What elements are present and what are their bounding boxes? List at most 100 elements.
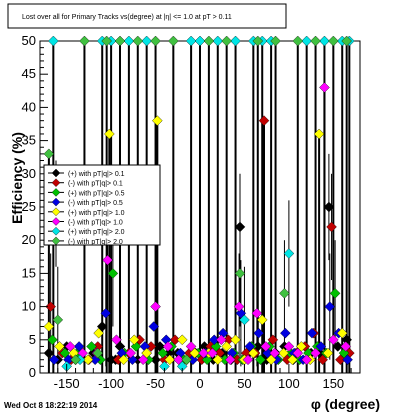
data-point-series-7 — [319, 35, 330, 47]
y-tick-label: 35 — [22, 133, 36, 148]
data-point-series-5 — [176, 334, 188, 346]
data-point-series-5 — [93, 327, 104, 339]
data-point-series-3 — [107, 268, 119, 279]
data-point-series-5 — [336, 327, 348, 339]
data-point-series-6 — [269, 347, 280, 359]
data-point-series-6 — [198, 347, 209, 359]
data-point-series-8 — [221, 35, 232, 47]
data-point-series-5 — [221, 341, 232, 352]
data-point-series-8 — [252, 35, 264, 47]
data-point-series-8 — [234, 268, 246, 279]
data-point-series-1 — [43, 347, 55, 359]
data-point-series-3 — [329, 288, 341, 299]
data-point-series-8 — [270, 35, 281, 47]
data-point-series-8 — [292, 35, 304, 47]
legend-marker — [51, 168, 61, 178]
data-points — [43, 35, 355, 372]
footer-timestamp: Wed Oct 8 18:22:19 2014 — [4, 401, 98, 410]
legend-label: (+) with pT|q|> 0.5 — [68, 190, 125, 197]
data-point-series-8 — [101, 35, 112, 47]
data-point-series-6 — [125, 347, 136, 359]
data-point-series-1 — [234, 221, 246, 233]
data-point-series-2 — [258, 115, 270, 126]
legend-label: (-) with pT|q|> 0.5 — [68, 200, 123, 207]
data-point-series-8 — [181, 354, 192, 366]
data-point-series-4 — [208, 334, 220, 346]
data-point-series-8 — [203, 35, 215, 47]
data-point-series-4 — [100, 307, 112, 319]
y-tick-label: 15 — [22, 265, 36, 280]
data-point-series-5 — [287, 354, 298, 366]
legend-marker — [51, 207, 61, 217]
data-point-series-7 — [239, 314, 250, 326]
data-point-series-6 — [111, 334, 122, 346]
data-point-series-8 — [114, 35, 126, 47]
data-point-series-6 — [310, 347, 321, 359]
data-point-series-5 — [164, 354, 176, 366]
data-point-series-6 — [260, 341, 272, 352]
data-point-series-8 — [341, 35, 352, 47]
data-point-series-2 — [45, 301, 56, 312]
x-tick-label: 100 — [278, 376, 300, 391]
data-point-series-5 — [256, 314, 268, 326]
data-point-series-5 — [278, 347, 289, 359]
y-axis-title: Efficiency (%) — [9, 132, 25, 224]
data-point-series-5 — [54, 341, 65, 352]
data-point-series-5 — [104, 128, 115, 140]
data-point-series-8 — [92, 347, 104, 359]
data-point-series-7 — [194, 35, 206, 47]
data-point-series-5 — [248, 347, 259, 359]
data-point-series-6 — [224, 354, 236, 366]
data-point-series-5 — [152, 115, 163, 126]
data-point-series-1 — [323, 201, 335, 213]
legend-label: (+) with pT|q|> 1.0 — [68, 210, 125, 217]
data-point-series-6 — [207, 347, 218, 359]
data-point-series-6 — [242, 354, 254, 366]
legend-marker — [51, 188, 61, 197]
data-point-series-8 — [79, 35, 90, 47]
data-point-series-6 — [137, 354, 149, 366]
data-point-series-7 — [185, 35, 197, 47]
x-axis-ticks: -150 -100 -50 0 50 100 150 — [48, 364, 352, 391]
y-tick-label: 0 — [29, 365, 36, 380]
x-tick-label: 150 — [322, 376, 344, 391]
data-point-series-4 — [315, 341, 327, 352]
legend-marker — [51, 217, 61, 226]
data-point-series-8 — [168, 35, 179, 47]
data-point-series-3 — [86, 341, 97, 352]
data-point-series-5 — [118, 354, 129, 366]
data-point-series-7 — [212, 35, 224, 47]
data-point-series-8 — [310, 35, 321, 47]
data-point-series-6 — [162, 341, 174, 352]
legend: (+) with pT|q|> 0.1 (-) with pT|q|> 0.1 (+… — [48, 168, 125, 246]
data-point-series-5 — [212, 354, 224, 366]
data-point-series-5 — [82, 354, 94, 366]
data-point-series-6 — [185, 341, 197, 352]
y-tick-label: 25 — [22, 199, 36, 214]
y-tick-label: 5 — [29, 332, 36, 347]
legend-label: (-) with pT|q|> 2.0 — [68, 239, 123, 246]
data-point-series-4 — [342, 354, 353, 366]
x-axis-title: φ (degree) — [311, 396, 380, 412]
data-point-series-1 — [332, 341, 344, 352]
data-point-series-5 — [128, 334, 140, 346]
legend-marker — [51, 226, 61, 236]
data-point-series-7 — [141, 35, 152, 47]
data-point-series-4 — [324, 301, 336, 312]
data-point-series-6 — [251, 307, 263, 319]
data-point-series-6 — [233, 301, 245, 312]
data-point-series-7 — [283, 248, 295, 259]
data-point-series-7 — [48, 35, 59, 47]
data-point-series-4 — [280, 327, 291, 339]
data-point-series-6 — [292, 347, 304, 359]
data-point-series-8 — [150, 35, 161, 47]
legend-marker — [51, 178, 61, 187]
data-point-series-8 — [279, 288, 290, 299]
data-point-series-5 — [313, 128, 325, 140]
data-point-series-7 — [230, 35, 241, 47]
x-tick-label: 50 — [237, 376, 251, 391]
y-tick-label: 10 — [22, 299, 36, 314]
legend-marker — [51, 197, 61, 207]
data-point-series-7 — [301, 35, 312, 47]
